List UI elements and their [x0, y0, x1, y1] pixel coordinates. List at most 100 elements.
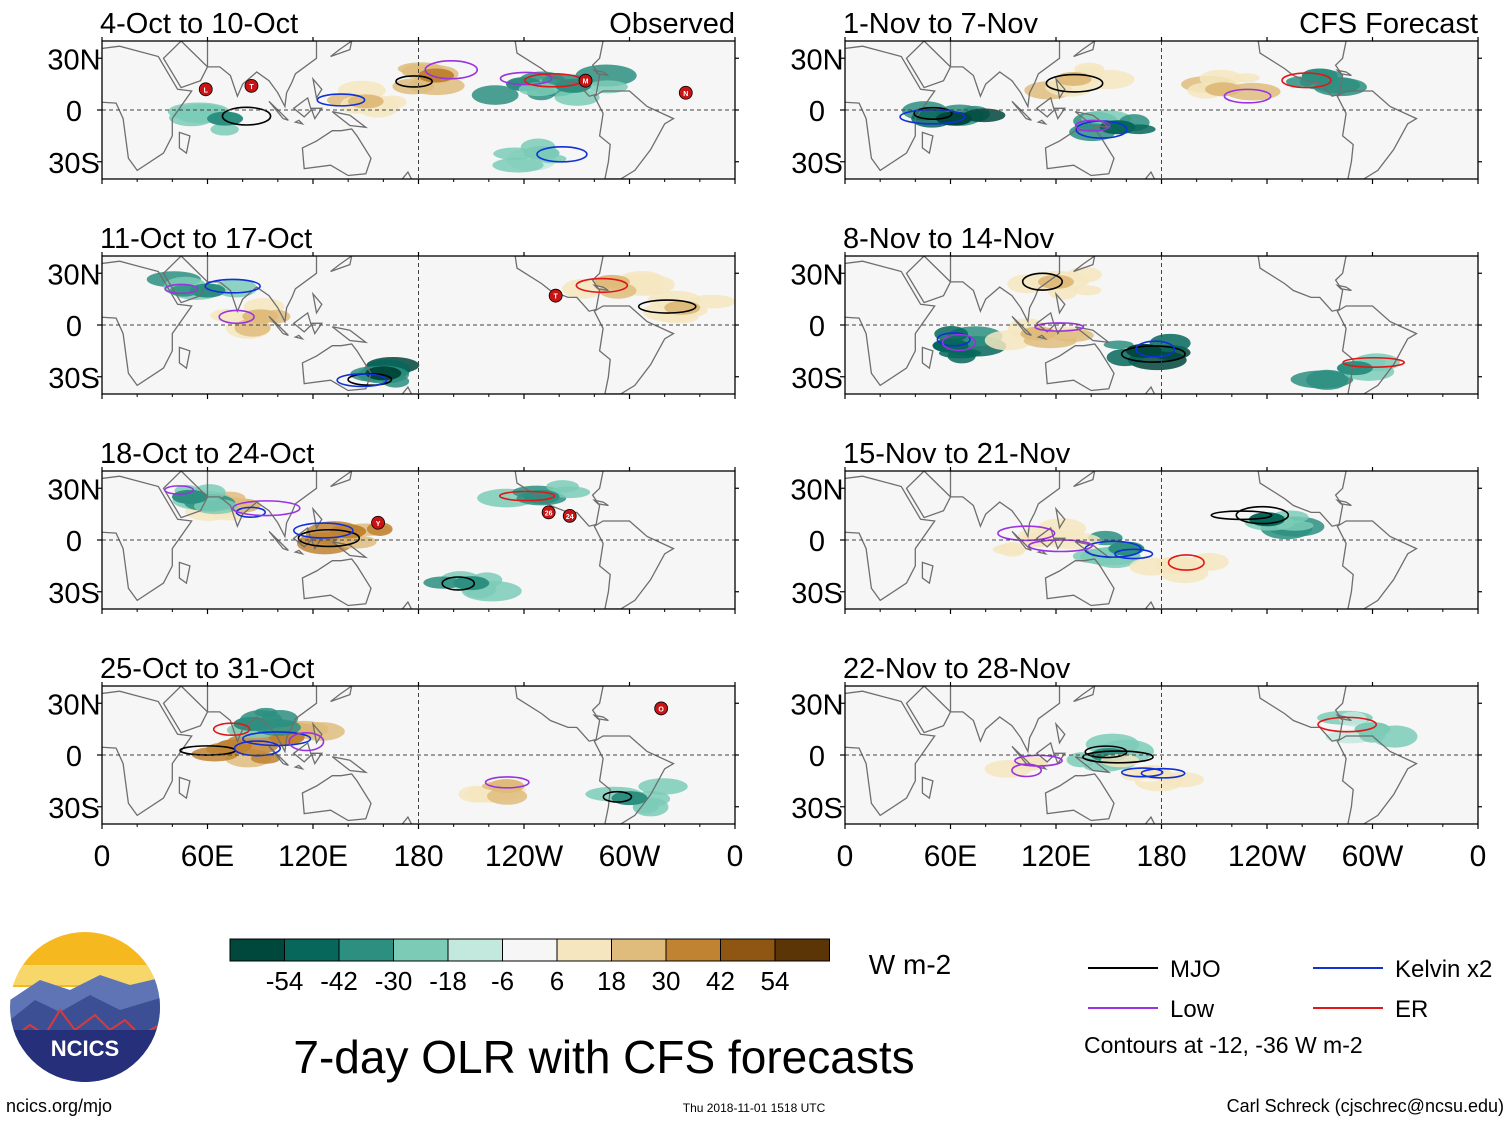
colorbar-tick-label: 18	[597, 966, 626, 996]
y-tick-label: 30S	[48, 148, 100, 180]
y-tick-label: 0	[66, 311, 82, 343]
olr-anomaly-core	[1301, 68, 1338, 83]
wave-contour	[441, 576, 476, 591]
wave-contour	[1034, 322, 1085, 332]
wave-contour	[997, 525, 1056, 542]
wave-contour	[164, 283, 199, 295]
coastline	[330, 686, 353, 703]
colorbar-tick-label: -54	[266, 966, 304, 996]
y-tick-label: 30N	[790, 44, 843, 76]
panel-period-title: 11-Oct to 17-Oct	[100, 223, 312, 255]
coastline	[905, 256, 952, 304]
olr-anomaly-core	[189, 283, 226, 298]
y-tick-label: 30N	[790, 474, 843, 506]
wave-contour	[1342, 356, 1406, 368]
wave-contour	[1082, 750, 1154, 764]
coastline	[1336, 520, 1418, 609]
wave-contour	[218, 309, 255, 325]
olr-panel: 30N 0 30S 22-Nov to 28-Nov 0 60E 120E 180 120W 60…	[790, 653, 1486, 873]
coastline	[514, 471, 604, 527]
wave-contour	[498, 490, 556, 502]
coastline	[311, 76, 323, 100]
coastline	[1074, 326, 1112, 344]
olr-anomaly-cell	[518, 82, 559, 97]
coastline	[921, 561, 934, 585]
coastline	[592, 69, 609, 77]
olr-anomaly-cell	[210, 123, 239, 136]
coastline	[102, 475, 193, 602]
storm-marker	[654, 701, 669, 716]
coastline	[592, 499, 609, 507]
colorbar-swatch	[229, 938, 285, 962]
storm-marker	[678, 85, 693, 100]
coastline	[1257, 471, 1347, 527]
wave-contour	[293, 522, 354, 539]
wave-contour	[1021, 272, 1064, 291]
site-url: ncics.org/mjo	[6, 1096, 112, 1116]
storm-marker	[198, 82, 213, 97]
coastline	[1144, 170, 1156, 179]
wave-contour	[913, 106, 953, 121]
olr-anomaly-core	[611, 791, 648, 806]
x-tick-label: 180	[393, 840, 443, 873]
coastline	[1073, 686, 1096, 703]
coastline	[331, 111, 369, 129]
colorbar-swatch	[665, 938, 721, 962]
coastline	[331, 756, 369, 774]
coastline	[1336, 735, 1418, 824]
coastline	[301, 558, 372, 607]
olr-anomaly-cell	[1072, 285, 1102, 296]
colorbar-swatch	[393, 938, 449, 962]
storm-label: Y	[376, 521, 381, 528]
y-tick-label: 30S	[48, 363, 100, 395]
coastline	[1044, 773, 1115, 822]
y-tick-label: 30S	[791, 793, 843, 825]
coastline	[1335, 284, 1352, 292]
coastline	[178, 561, 191, 585]
coastline	[1054, 506, 1066, 530]
coastline	[310, 752, 324, 766]
wave-contour	[1140, 767, 1186, 779]
y-tick-label: 0	[809, 526, 825, 558]
legend-note: Contours at -12, -36 W m-2	[1084, 1032, 1363, 1058]
colorbar-tick-label: 54	[761, 966, 790, 996]
olr-anomaly-cell	[1007, 274, 1047, 294]
storm-label: T	[249, 84, 254, 91]
wave-contour	[536, 145, 588, 163]
y-tick-label: 30N	[47, 259, 100, 291]
x-tick-label: 0	[837, 840, 854, 873]
wave-contour	[637, 299, 697, 314]
wave-contour	[602, 790, 633, 803]
olr-anomaly-cell	[963, 108, 1006, 123]
figure-title: 7-day OLR with CFS forecasts	[293, 1031, 914, 1083]
colorbar-swatch	[502, 938, 558, 962]
y-tick-label: 30N	[790, 259, 843, 291]
y-tick-label: 30N	[47, 44, 100, 76]
y-tick-label: 30S	[48, 578, 100, 610]
olr-panel: L T M N 30N 0 30S 4-Oct to 10-Oct Observed	[47, 8, 739, 184]
storm-marker	[562, 508, 577, 523]
panel-period-title: 22-Nov to 28-Nov	[843, 653, 1071, 685]
coastline	[268, 100, 289, 121]
y-tick-label: 30N	[790, 689, 843, 721]
coastline	[293, 119, 305, 125]
coastline	[514, 256, 604, 312]
coastline	[178, 776, 191, 800]
coastline	[514, 686, 604, 742]
coastline	[1036, 334, 1048, 340]
coastline	[401, 170, 413, 179]
coastline	[331, 326, 369, 344]
legend-label: MJO	[1170, 956, 1221, 983]
wave-contour	[575, 277, 629, 294]
y-tick-label: 30S	[48, 793, 100, 825]
ncics-logo: NCICS	[10, 932, 160, 1082]
coastline	[845, 45, 936, 172]
coastline	[1053, 537, 1067, 551]
coastline	[1044, 128, 1115, 177]
credit: Carl Schreck (cjschrec@ncsu.edu)	[1227, 1096, 1504, 1116]
x-tick-label: 180	[1136, 840, 1186, 873]
olr-anomaly-cell	[998, 542, 1026, 557]
x-tick-label: 120E	[278, 840, 348, 873]
olr-anomaly-cell	[378, 95, 407, 109]
olr-panel: 30N 0 30S 15-Nov to 21-Nov	[790, 438, 1482, 614]
